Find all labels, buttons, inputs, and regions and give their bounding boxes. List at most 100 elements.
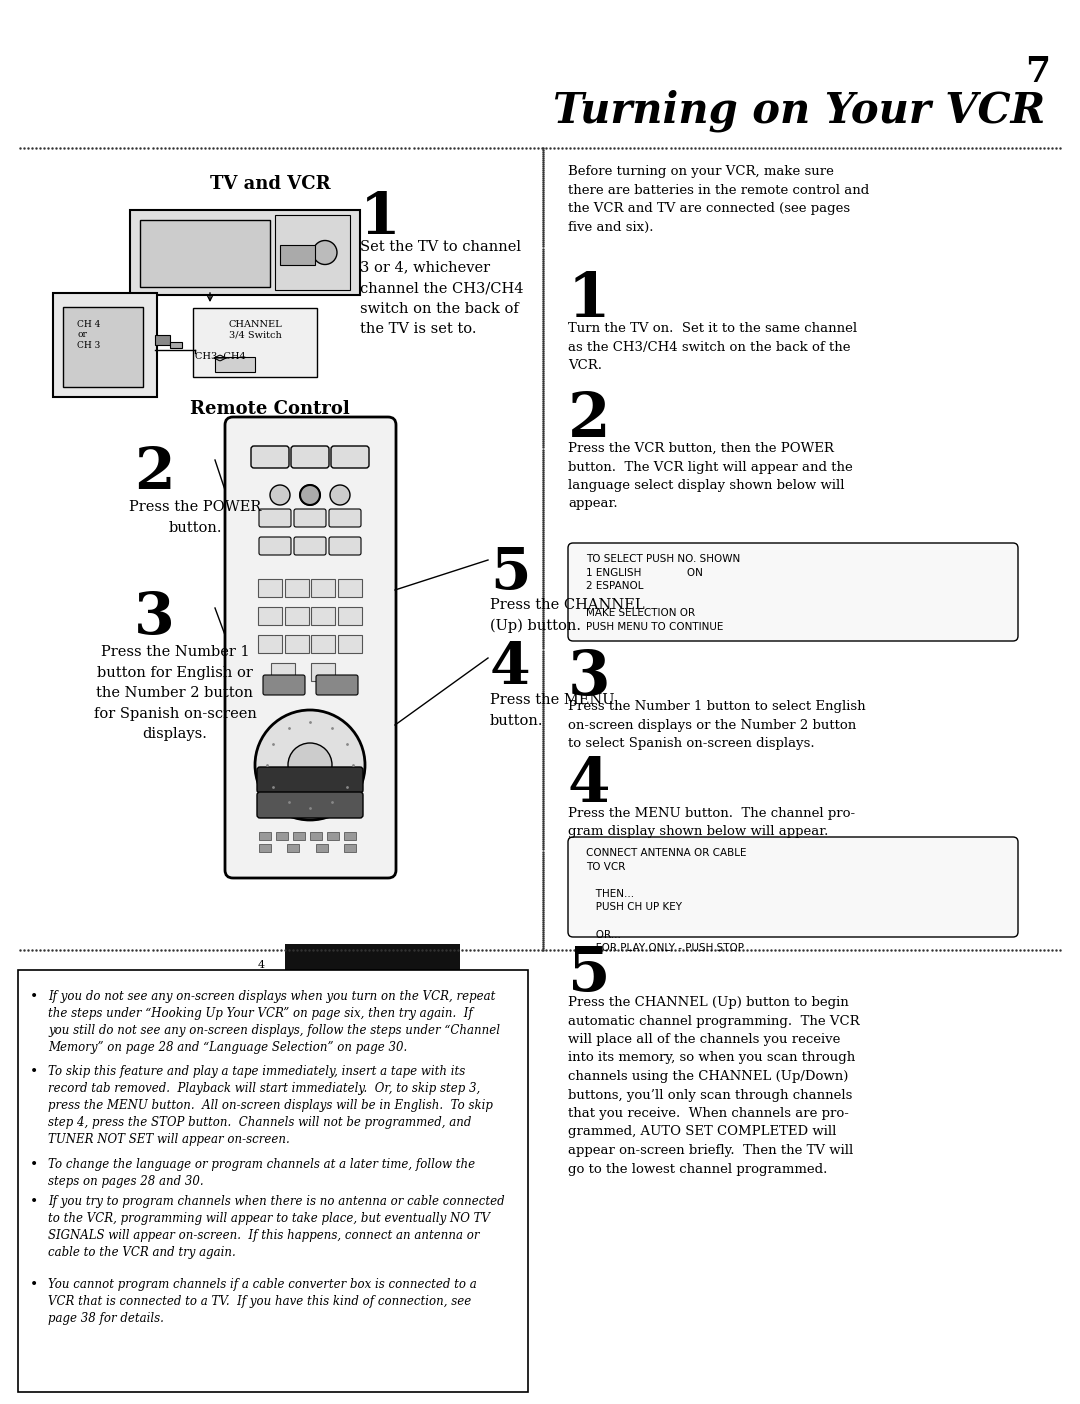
FancyBboxPatch shape — [311, 635, 335, 653]
FancyBboxPatch shape — [291, 446, 329, 468]
FancyBboxPatch shape — [257, 767, 363, 793]
Text: To skip this feature and play a tape immediately, insert a tape with its
record : To skip this feature and play a tape imm… — [48, 1066, 492, 1146]
Text: CONNECT ANTENNA OR CABLE
TO VCR

   THEN...
   PUSH CH UP KEY

   OR...
   FOR P: CONNECT ANTENNA OR CABLE TO VCR THEN... … — [586, 848, 746, 953]
Text: Press the Number 1
button for English or
the Number 2 button
for Spanish on-scre: Press the Number 1 button for English or… — [94, 644, 256, 741]
Bar — [259, 833, 271, 840]
Bar — [259, 844, 271, 852]
FancyBboxPatch shape — [251, 446, 289, 468]
FancyBboxPatch shape — [285, 578, 309, 597]
Text: 7: 7 — [1025, 55, 1050, 88]
Bar — [287, 844, 299, 852]
FancyBboxPatch shape — [294, 510, 326, 526]
FancyBboxPatch shape — [258, 578, 282, 597]
Text: Press the MENU
button.: Press the MENU button. — [490, 694, 615, 727]
Text: Press the CHANNEL (Up) button to begin
automatic channel programming.  The VCR
w: Press the CHANNEL (Up) button to begin a… — [568, 995, 860, 1175]
Text: To change the language or program channels at a later time, follow the
steps on : To change the language or program channe… — [48, 1158, 475, 1188]
FancyBboxPatch shape — [259, 536, 291, 555]
FancyBboxPatch shape — [257, 792, 363, 819]
FancyBboxPatch shape — [258, 635, 282, 653]
Text: Press the Number 1 button to select English
on-screen displays or the Number 2 b: Press the Number 1 button to select Engl… — [568, 701, 866, 750]
FancyBboxPatch shape — [316, 675, 357, 695]
FancyBboxPatch shape — [264, 675, 305, 695]
FancyBboxPatch shape — [329, 510, 361, 526]
FancyBboxPatch shape — [568, 543, 1018, 642]
Text: CH 4
or
CH 3: CH 4 or CH 3 — [77, 320, 100, 350]
FancyBboxPatch shape — [311, 578, 335, 597]
FancyBboxPatch shape — [285, 607, 309, 625]
Bar — [293, 833, 305, 840]
FancyBboxPatch shape — [338, 635, 362, 653]
Bar — [285, 943, 460, 972]
FancyBboxPatch shape — [329, 536, 361, 555]
FancyBboxPatch shape — [259, 510, 291, 526]
Text: •: • — [30, 1066, 38, 1080]
Bar — [310, 833, 322, 840]
Text: 5: 5 — [490, 545, 530, 601]
Text: •: • — [30, 1278, 38, 1292]
Text: 1: 1 — [360, 190, 401, 246]
Text: Press the POWER
button.: Press the POWER button. — [129, 500, 261, 535]
Circle shape — [300, 484, 320, 505]
FancyBboxPatch shape — [271, 663, 295, 681]
FancyBboxPatch shape — [225, 417, 396, 878]
Bar — [345, 844, 356, 852]
Text: If you do not see any on-screen displays when you turn on the VCR, repeat
the st: If you do not see any on-screen displays… — [48, 990, 500, 1054]
FancyBboxPatch shape — [193, 307, 318, 378]
Text: 1: 1 — [568, 270, 610, 330]
Text: •: • — [30, 1158, 38, 1172]
Bar — [18, 970, 528, 1391]
Text: TO SELECT PUSH NO. SHOWN
1 ENGLISH              ON
2 ESPANOL

MAKE SELECTION OR
: TO SELECT PUSH NO. SHOWN 1 ENGLISH ON 2 … — [586, 555, 740, 632]
FancyBboxPatch shape — [568, 837, 1018, 936]
Text: Press the VCR button, then the POWER
button.  The VCR light will appear and the
: Press the VCR button, then the POWER but… — [568, 442, 853, 511]
Text: Remote Control: Remote Control — [190, 400, 350, 418]
Bar — [275, 215, 350, 291]
Circle shape — [270, 484, 291, 505]
Text: 3: 3 — [134, 590, 175, 646]
Bar — [276, 833, 288, 840]
Bar — [327, 833, 339, 840]
Text: If you try to program channels when there is no antenna or cable connected
to th: If you try to program channels when ther… — [48, 1195, 504, 1259]
Text: 3: 3 — [568, 649, 610, 708]
Text: •: • — [30, 1195, 38, 1209]
Bar — [170, 343, 183, 348]
FancyBboxPatch shape — [338, 607, 362, 625]
Bar — [63, 307, 143, 388]
FancyBboxPatch shape — [294, 536, 326, 555]
Text: Press the MENU button.  The channel pro-
gram display shown below will appear.: Press the MENU button. The channel pro- … — [568, 807, 855, 838]
Text: 5: 5 — [568, 943, 610, 1004]
Text: •: • — [30, 990, 38, 1004]
Text: 4: 4 — [258, 960, 265, 970]
Text: 2: 2 — [134, 445, 175, 501]
Circle shape — [300, 484, 320, 505]
Bar — [315, 844, 327, 852]
Text: CH3  CH4: CH3 CH4 — [194, 352, 245, 361]
Text: You cannot program channels if a cable converter box is connected to a
VCR that : You cannot program channels if a cable c… — [48, 1278, 476, 1325]
Bar — [215, 357, 255, 372]
FancyBboxPatch shape — [53, 293, 157, 397]
Text: 4: 4 — [490, 640, 530, 696]
FancyBboxPatch shape — [311, 663, 335, 681]
Text: TV and VCR: TV and VCR — [210, 176, 330, 192]
Text: Turning on Your VCR: Turning on Your VCR — [553, 90, 1045, 132]
FancyBboxPatch shape — [338, 578, 362, 597]
FancyBboxPatch shape — [311, 607, 335, 625]
Text: Set the TV to channel
3 or 4, whichever
channel the CH3/CH4
switch on the back o: Set the TV to channel 3 or 4, whichever … — [360, 240, 524, 337]
FancyBboxPatch shape — [258, 607, 282, 625]
Bar — [156, 336, 170, 345]
Circle shape — [255, 710, 365, 820]
Text: Turn the TV on.  Set it to the same channel
as the CH3/CH4 switch on the back of: Turn the TV on. Set it to the same chann… — [568, 322, 858, 372]
Circle shape — [330, 484, 350, 505]
FancyBboxPatch shape — [330, 446, 369, 468]
FancyBboxPatch shape — [130, 211, 360, 295]
Bar — [140, 220, 270, 286]
Bar — [345, 833, 356, 840]
Circle shape — [288, 743, 332, 788]
FancyBboxPatch shape — [285, 635, 309, 653]
Text: CHANNEL
3/4 Switch: CHANNEL 3/4 Switch — [228, 320, 282, 340]
Circle shape — [313, 240, 337, 264]
Text: 2: 2 — [568, 390, 610, 451]
Text: Press the CHANNEL
(Up) button.: Press the CHANNEL (Up) button. — [490, 598, 645, 633]
Bar — [280, 246, 315, 265]
Text: 4: 4 — [568, 755, 610, 814]
Text: Before turning on your VCR, make sure
there are batteries in the remote control : Before turning on your VCR, make sure th… — [568, 166, 869, 233]
